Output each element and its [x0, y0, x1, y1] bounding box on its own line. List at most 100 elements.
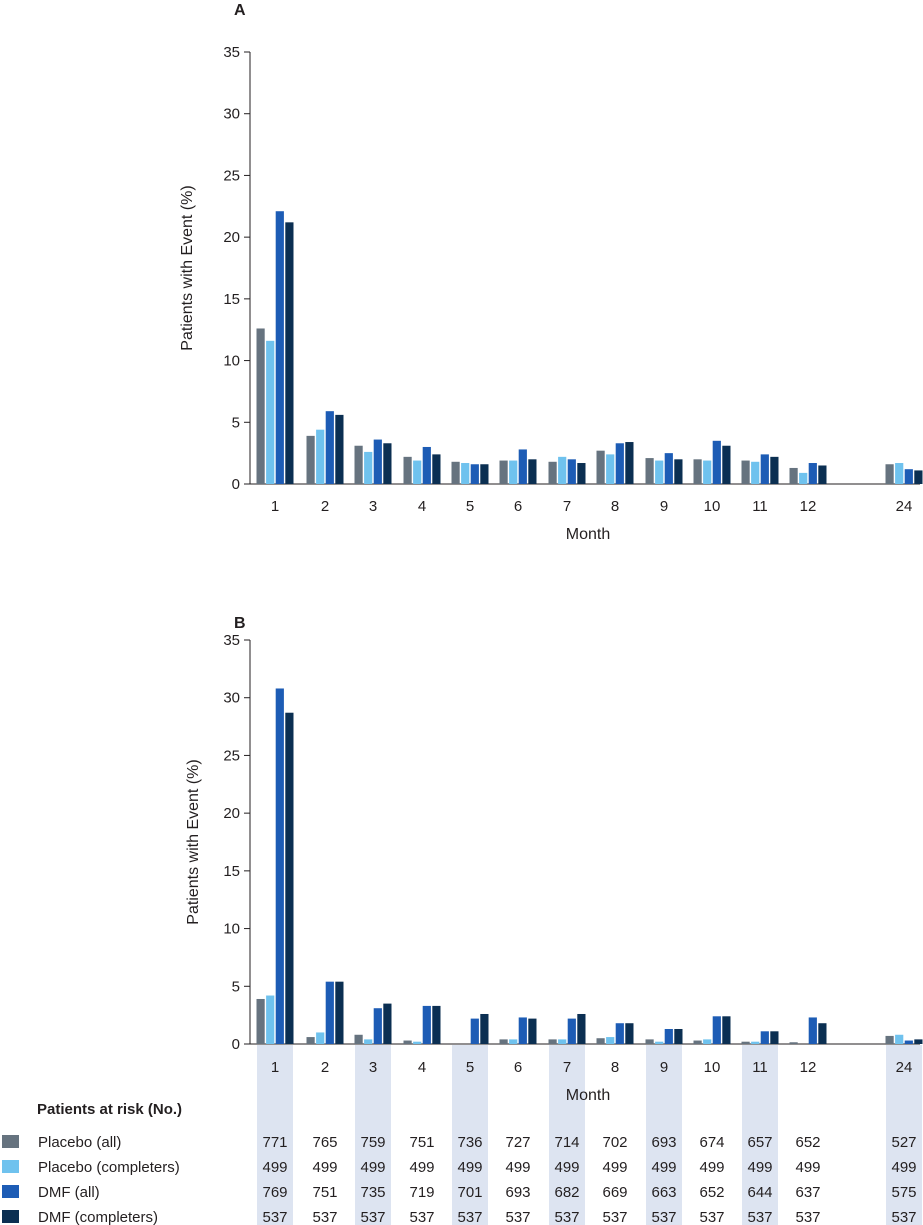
panel-a-bar-dmf-all-month-10 — [712, 440, 721, 484]
highlight-column-3 — [355, 1045, 391, 1225]
panel-a-y-tick-label: 0 — [232, 476, 240, 493]
panel-a-bar-dmf-completers-month-9 — [674, 459, 683, 484]
panel-b-y-tick-label: 5 — [232, 978, 240, 995]
panel-b-bar-dmf-all-month-5 — [470, 1018, 479, 1044]
panel-a-bar-placebo-all-month-4 — [403, 456, 412, 484]
panel-a-x-tick-label: 12 — [800, 498, 817, 515]
panel-b-x-tick-label: 4 — [418, 1059, 426, 1076]
panel-a-bar-placebo-completers-month-9 — [655, 460, 664, 484]
panel-b-bar-placebo-all-month-10 — [693, 1040, 702, 1044]
risk-value: 575 — [891, 1184, 916, 1201]
panel-a-bar-dmf-completers-month-4 — [432, 454, 441, 484]
panel-b-bar-dmf-completers-month-3 — [383, 1003, 392, 1044]
panel-a-x-tick-label: 5 — [466, 498, 474, 515]
panel-a-bar-placebo-completers-month-10 — [703, 460, 712, 484]
panel-a-bar-dmf-all-month-6 — [518, 449, 527, 484]
panel-b-x-tick-label: 1 — [271, 1059, 279, 1076]
panel-a-bar-placebo-completers-month-1 — [266, 340, 275, 484]
panel-a-y-tick-label: 10 — [223, 353, 240, 370]
risk-value: 537 — [312, 1209, 337, 1225]
highlight-column-1 — [257, 1045, 293, 1225]
panel-a-bar-dmf-all-month-8 — [615, 443, 624, 484]
panel-b-x-tick-label: 10 — [704, 1059, 721, 1076]
panel-a-bar-placebo-all-month-8 — [596, 450, 605, 484]
risk-value: 499 — [554, 1159, 579, 1176]
panel-a-bar-placebo-completers-month-2 — [316, 429, 325, 484]
risk-value: 644 — [747, 1184, 772, 1201]
risk-value: 499 — [747, 1159, 772, 1176]
panel-a-bar-placebo-completers-month-6 — [509, 460, 518, 484]
panel-b-x-axis-label: Month — [566, 1087, 610, 1104]
panel-b-y-tick-label: 20 — [223, 805, 240, 822]
risk-value: 499 — [262, 1159, 287, 1176]
panel-b-bar-placebo-completers-month-2 — [316, 1032, 325, 1044]
panel-b-bar-dmf-completers-month-2 — [335, 981, 344, 1044]
highlight-column-5 — [452, 1045, 488, 1225]
panel-a-bar-placebo-completers-month-3 — [364, 451, 373, 484]
panel-b-y-tick-label: 25 — [223, 747, 240, 764]
risk-row-label: Placebo (all) — [38, 1134, 121, 1151]
risk-value: 499 — [360, 1159, 385, 1176]
panel-b-bar-placebo-all-month-8 — [596, 1038, 605, 1044]
risk-row-label: DMF (completers) — [38, 1209, 158, 1225]
panel-b-bar-placebo-completers-month-3 — [364, 1039, 373, 1044]
risk-value: 499 — [505, 1159, 530, 1176]
panel-b-y-tick-label: 10 — [223, 921, 240, 938]
panel-b-bar-placebo-completers-month-6 — [509, 1039, 518, 1044]
panel-a-bar-dmf-completers-month-12 — [818, 465, 827, 484]
panel-b-bar-placebo-all-month-24 — [885, 1035, 894, 1044]
panel-a-x-tick-label: 11 — [752, 498, 768, 515]
panel-a-x-tick-label: 4 — [418, 498, 426, 515]
panel-a-y-tick-label: 25 — [223, 167, 240, 184]
risk-value: 637 — [795, 1184, 820, 1201]
panel-a-bar-placebo-completers-month-7 — [558, 456, 567, 484]
panel-a-bar-placebo-completers-month-11 — [751, 461, 760, 484]
risk-value: 537 — [409, 1209, 434, 1225]
panel-a-bar-dmf-all-month-4 — [422, 446, 431, 484]
panel-b-bar-dmf-all-month-3 — [373, 1008, 382, 1044]
panel-b-bar-dmf-completers-month-9 — [674, 1028, 683, 1044]
panel-a-bar-dmf-all-month-9 — [664, 453, 673, 484]
risk-value: 537 — [795, 1209, 820, 1225]
panel-a-x-tick-label: 3 — [369, 498, 377, 515]
panel-b-x-tick-label: 12 — [800, 1059, 817, 1076]
panel-a-bar-dmf-all-month-11 — [760, 454, 769, 484]
panel-a-bar-dmf-all-month-12 — [808, 463, 817, 484]
panel-b-bar-dmf-all-month-24 — [904, 1040, 913, 1044]
risk-value: 537 — [602, 1209, 627, 1225]
risk-value: 669 — [602, 1184, 627, 1201]
panel-a-bar-dmf-completers-month-8 — [625, 442, 634, 484]
panel-b-bar-placebo-completers-month-8 — [606, 1037, 615, 1044]
panel-a-bar-dmf-completers-month-2 — [335, 414, 344, 484]
panel-a-bar-placebo-completers-month-4 — [413, 460, 422, 484]
panel-b-bar-dmf-completers-month-24 — [914, 1039, 923, 1044]
panel-a-bar-placebo-completers-month-8 — [606, 454, 615, 484]
panel-b-bar-placebo-all-month-1 — [256, 998, 265, 1044]
risk-value: 537 — [360, 1209, 385, 1225]
panel-a-bar-dmf-all-month-3 — [373, 439, 382, 484]
panel-a-bar-placebo-all-month-11 — [741, 460, 750, 484]
panel-a-y-tick-label: 5 — [232, 414, 240, 431]
panel-b-x-tick-label: 11 — [752, 1059, 768, 1076]
panel-a-y-tick-label: 35 — [223, 44, 240, 61]
panel-a-bar-placebo-all-month-10 — [693, 459, 702, 484]
panel-a-bar-dmf-all-month-2 — [325, 411, 334, 484]
panel-b-bar-placebo-all-month-4 — [403, 1040, 412, 1044]
panel-a-x-tick-label: 6 — [514, 498, 522, 515]
risk-value: 682 — [554, 1184, 579, 1201]
risk-value: 499 — [795, 1159, 820, 1176]
panel-a-y-tick-label: 20 — [223, 229, 240, 246]
panel-b-bar-dmf-all-month-9 — [664, 1028, 673, 1044]
panel-b-bar-placebo-completers-month-9 — [655, 1041, 664, 1044]
panel-b-bar-placebo-all-month-12 — [789, 1042, 798, 1044]
risk-value: 652 — [699, 1184, 724, 1201]
panel-b-y-tick-label: 0 — [232, 1036, 240, 1053]
risk-value: 537 — [457, 1209, 482, 1225]
panel-b-bar-placebo-completers-month-4 — [413, 1041, 422, 1044]
panel-a-bar-placebo-all-month-6 — [499, 460, 508, 484]
panel-b-bar-dmf-all-month-11 — [760, 1031, 769, 1044]
panel-a-bar-dmf-completers-month-10 — [722, 445, 731, 484]
panel-a-bar-dmf-all-month-5 — [470, 464, 479, 484]
risk-value: 702 — [602, 1134, 627, 1151]
